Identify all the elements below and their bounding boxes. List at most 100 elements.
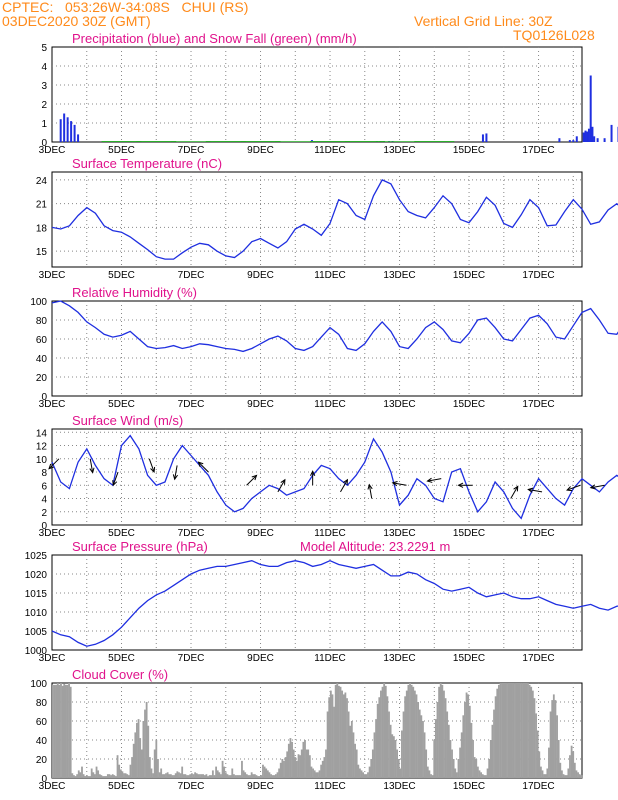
snowfall-bar [205,141,246,142]
pressure-line [51,559,618,647]
cloud-cover-bar [276,772,279,778]
cloud-cover-bar [514,683,516,778]
cloud-cover-bar [155,740,158,778]
x-tick-label: 5DEC [108,145,135,156]
y-tick-label: 15 [36,247,48,258]
cloud-cover-bar [106,774,109,778]
cloud-cover-bar [274,774,277,778]
y-tick-label: 24 [36,176,48,187]
cloud-cover-bar [202,774,205,778]
cloud-cover-bar [182,774,185,778]
y-tick-label: 100 [30,297,47,308]
x-tick-label: 17DEC [522,145,554,156]
cloud-cover-bar [478,770,481,778]
cloud-cover-bar [139,738,142,778]
wind-vector-head [280,478,286,485]
y-tick-label: 6 [41,481,47,492]
wind-vector-head [343,478,349,485]
cloud-cover-bar [522,683,525,778]
cloud-cover-bar [401,730,403,778]
cloud-cover-bar [399,768,402,778]
cloud-cover-bar [223,766,226,778]
cloud-cover-bar [488,759,491,778]
x-tick-label: 11DEC [314,270,346,281]
cloud-cover-bar [413,690,416,778]
cloud-cover-bar [273,775,276,778]
cloud-cover-bar [559,762,562,778]
cloud-cover-bar [496,688,499,778]
cloud-cover-bar [173,775,176,778]
cloud-cover-bar [239,775,242,778]
x-tick-label: 15DEC [453,270,485,281]
cloud-cover-bar [58,684,61,778]
x-tick-label: 13DEC [383,781,415,792]
x-tick-label: 17DEC [522,399,554,410]
x-tick-label: 15DEC [453,528,485,539]
x-tick-label: 17DEC [522,653,554,664]
wind-vector [246,475,257,486]
cloud-cover-bar [218,772,221,778]
cloud-cover-bar [63,683,66,778]
precipitation-bar [59,119,62,142]
cloud-cover-bar [386,696,389,778]
cloud-cover-bar [186,775,188,778]
cloud-cover-bar [467,694,470,778]
panel-title: Relative Humidity (%) [72,285,197,300]
cloud-cover-bar [546,768,549,778]
cloud-cover-bar [389,724,392,778]
cloud-cover-bar [394,740,397,778]
cloud-cover-bar [569,755,571,778]
cloud-cover-bar [134,732,137,778]
cloud-cover-bar [417,702,419,778]
x-tick-label: 15DEC [453,653,485,664]
cloud-cover-bar [119,769,122,778]
wind-vector [528,488,543,493]
cloud-cover-bar [391,734,394,778]
cloud-cover-bar [472,740,474,778]
cloud-cover-bar [326,711,329,778]
cloud-cover-bar [249,775,251,778]
cloud-cover-bar [163,774,166,778]
cloud-cover-bar [443,690,445,778]
x-tick-label: 13DEC [383,399,415,410]
cloud-cover-bar [552,694,555,778]
panel-title: Cloud Cover (%) [72,667,168,682]
plot-frame [51,171,583,268]
cloud-cover-bar [300,749,303,778]
cloud-cover-bar [176,771,179,778]
cloud-cover-bar [189,774,192,778]
cloud-cover-bar [373,732,376,778]
cloud-cover-bar [502,683,505,778]
cloud-cover-bar [444,698,447,778]
precipitation-bar [587,128,590,142]
cloud-cover-bar [68,683,70,778]
cloud-cover-bar [438,686,441,778]
y-tick-label: 1025 [25,551,48,562]
cloud-cover-bar [344,692,347,778]
cloud-cover-bar [475,759,478,778]
cloud-cover-bar [299,755,302,778]
x-tick-label: 5DEC [108,653,135,664]
cloud-cover-bar [420,715,423,778]
y-tick-label: 1005 [25,627,48,638]
cloud-cover-bar [551,700,554,778]
cloud-cover-bar [378,697,381,778]
cloud-cover-bar [265,768,268,778]
y-tick-label: 20 [36,373,48,384]
wind-vector-head [457,482,464,488]
cloud-cover-bar [341,690,344,778]
x-tick-label: 3DEC [39,270,66,281]
y-tick-label: 1015 [25,589,48,600]
cloud-cover-bar [381,686,384,778]
cloud-cover-bar [548,747,550,778]
cloud-cover-bar [56,683,59,778]
y-tick-label: 100 [30,679,47,690]
x-tick-label: 5DEC [108,399,135,410]
cloud-cover-bar [195,773,198,778]
cloud-cover-bar [237,775,240,778]
y-tick-label: 60 [36,717,48,728]
wind-vector [392,482,407,486]
precipitation-bar [589,75,592,142]
cloud-cover-bar [426,766,429,778]
cloud-cover-bar [577,772,579,778]
